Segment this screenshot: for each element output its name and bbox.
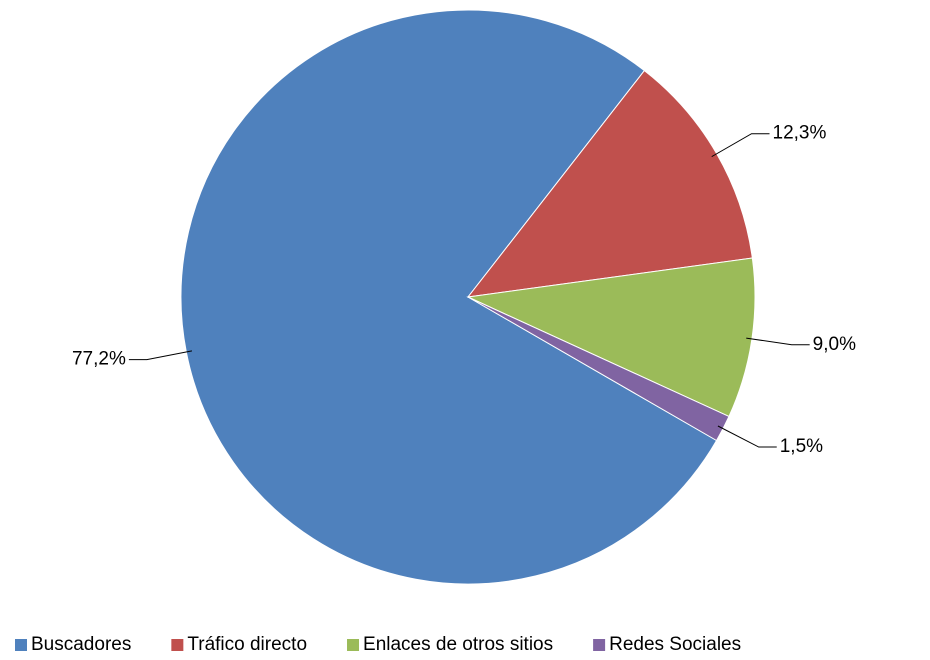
- data-label: 1,5%: [780, 436, 823, 457]
- data-label: 77,2%: [72, 349, 126, 370]
- data-label: 9,0%: [813, 334, 856, 355]
- leader-line: [711, 133, 770, 158]
- legend-swatch: [593, 639, 606, 651]
- legend-label: Redes Sociales: [609, 634, 741, 655]
- leader-line: [717, 425, 777, 448]
- legend-label: Tráfico directo: [187, 634, 307, 655]
- legend-swatch: [347, 639, 360, 651]
- leader-line: [128, 350, 193, 361]
- legend-swatch: [171, 639, 184, 651]
- legend-label: Enlaces de otros sitios: [363, 634, 553, 655]
- legend-swatch: [15, 639, 27, 651]
- leader-line: [746, 337, 810, 346]
- legend-label: Buscadores: [31, 634, 131, 655]
- data-label: 12,3%: [773, 123, 827, 144]
